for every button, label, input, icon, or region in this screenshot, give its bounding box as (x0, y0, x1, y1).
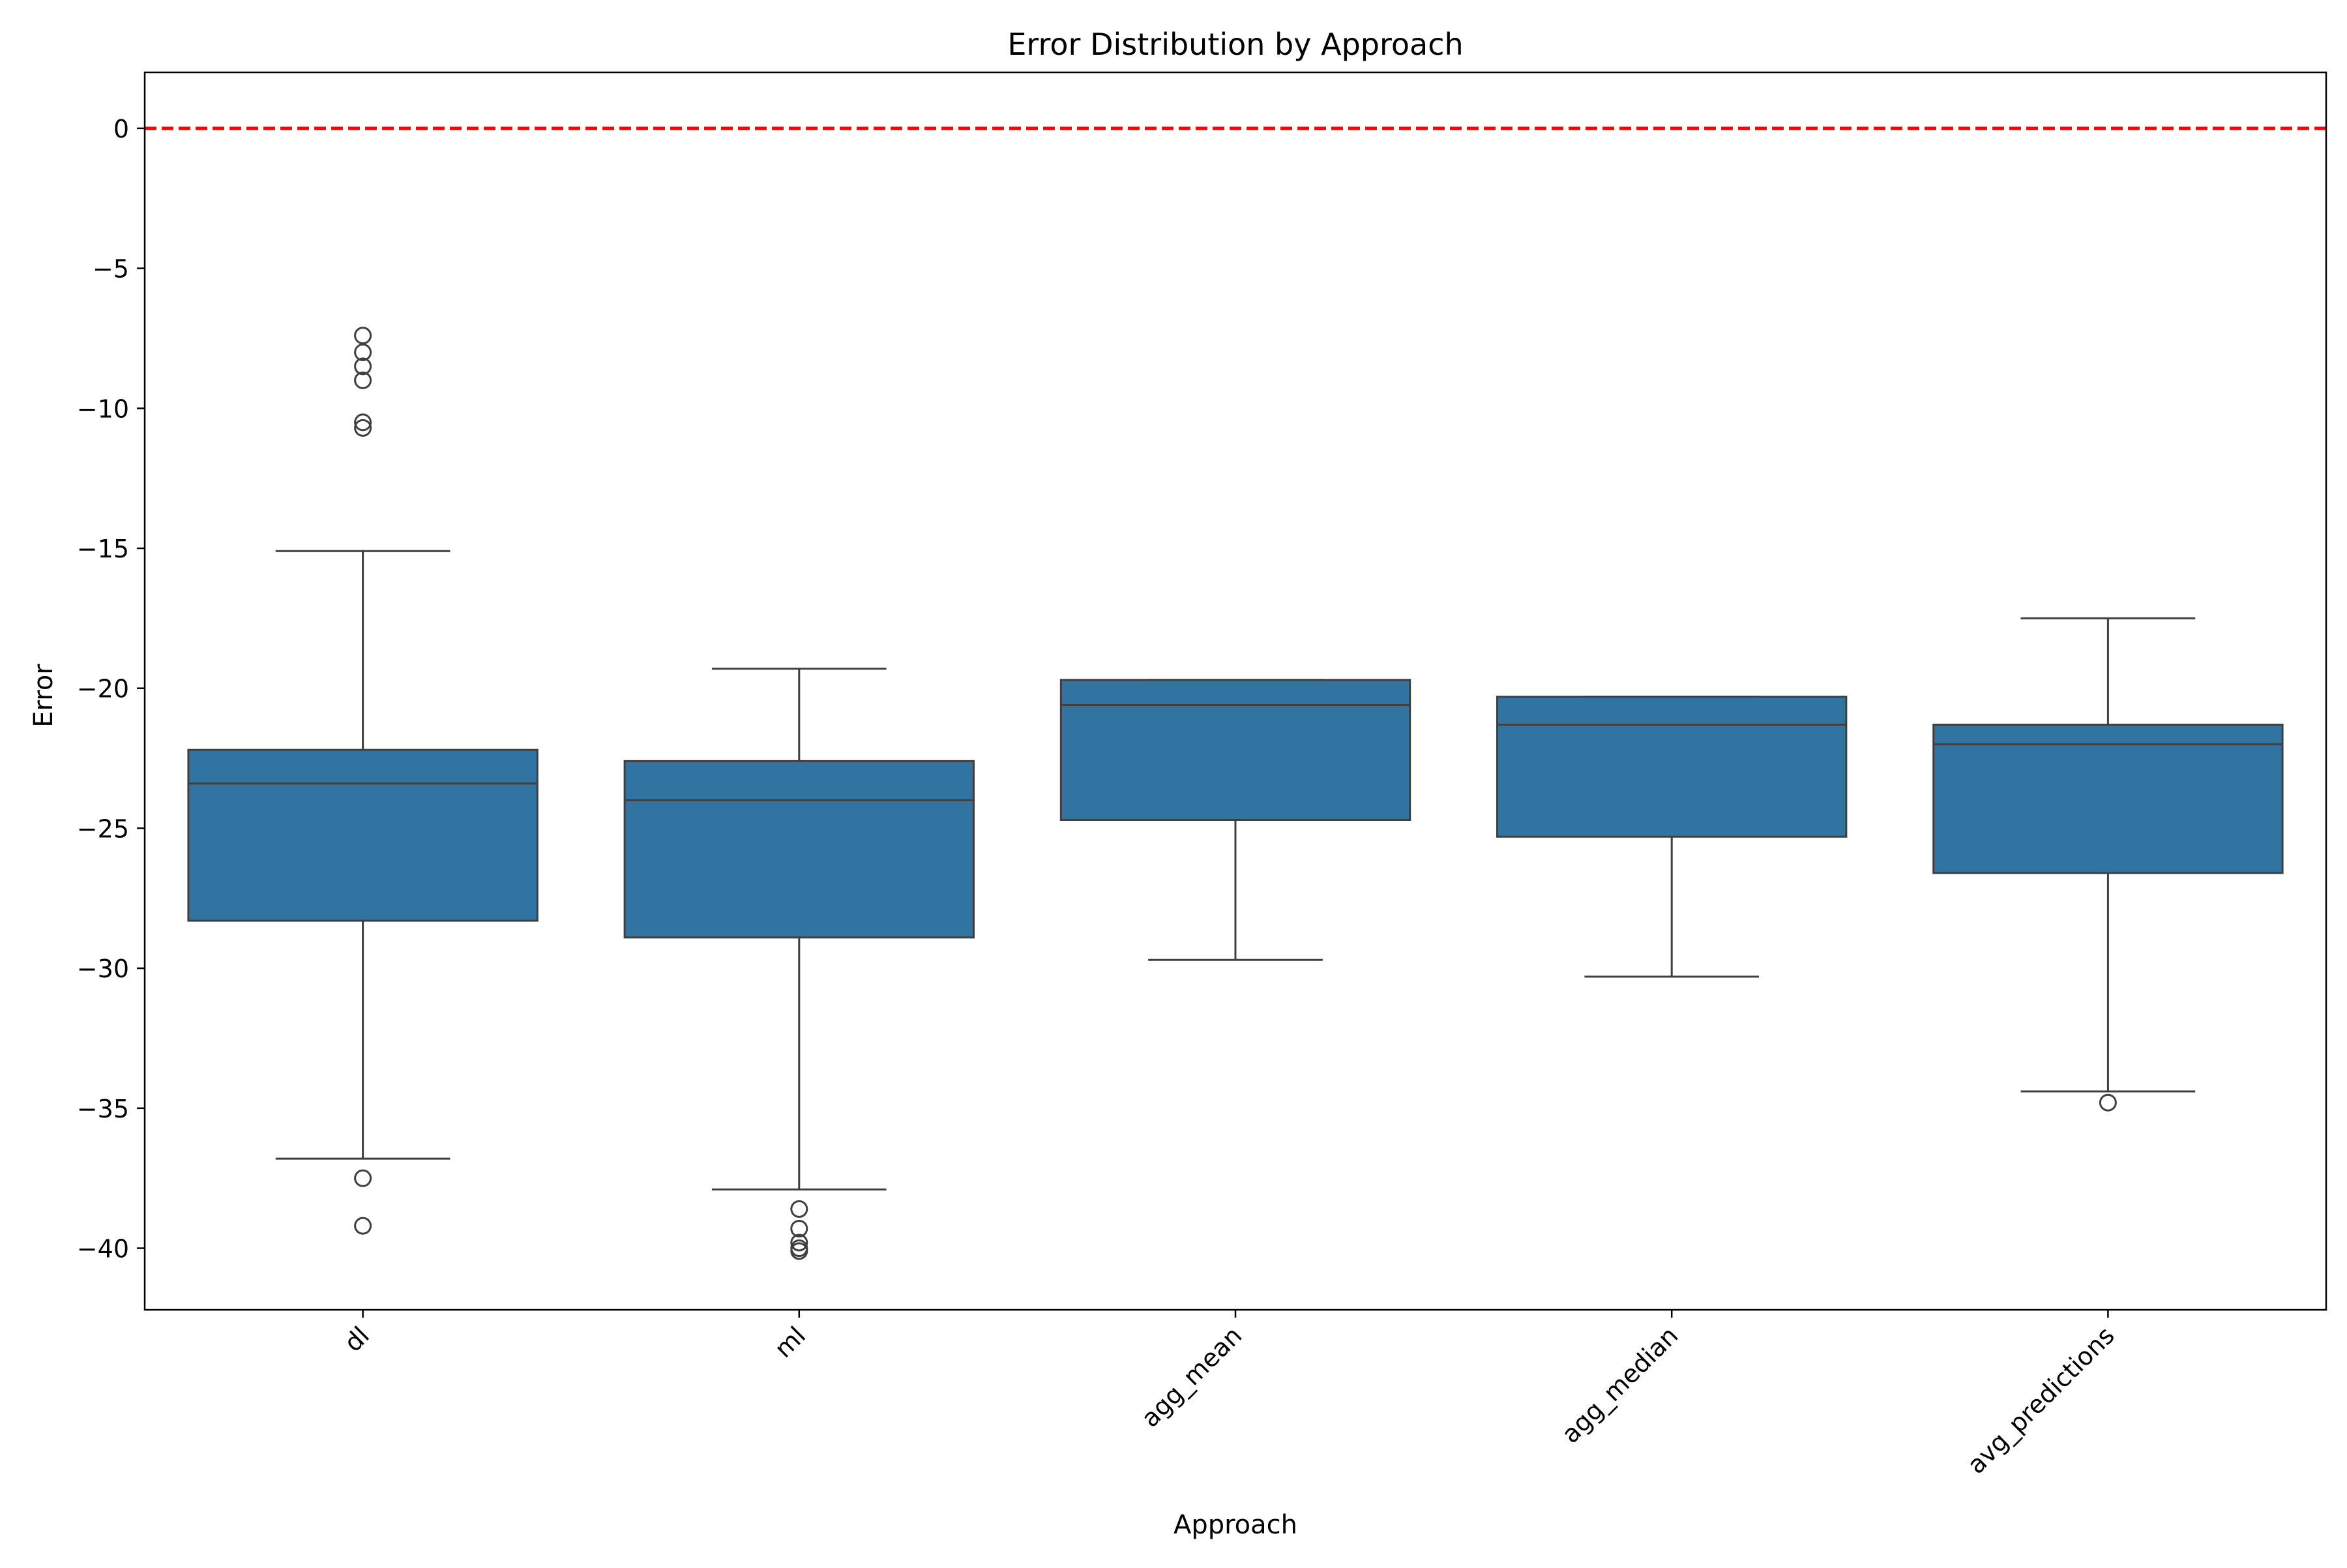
box-dl (187, 748, 539, 922)
outlier-point (354, 371, 372, 389)
outlier-point (354, 413, 372, 432)
plot-frame (143, 71, 2327, 1311)
outlier-point (790, 1200, 808, 1218)
y-tick-label: −35 (77, 1095, 129, 1123)
y-tick-label: 0 (113, 115, 129, 143)
outlier-point (354, 343, 372, 361)
outlier-point (354, 1169, 372, 1187)
outlier-point (790, 1219, 808, 1237)
y-tick-label: −10 (77, 394, 129, 423)
box-agg_mean (1059, 679, 1411, 821)
x-axis-label: Approach (1174, 1510, 1297, 1540)
outlier-point (790, 1242, 808, 1260)
box-avg_predictions (1932, 724, 2284, 874)
outlier-point (354, 357, 372, 376)
outlier-point (354, 1217, 372, 1235)
y-tick-label: −40 (77, 1235, 129, 1264)
outlier-point (790, 1234, 808, 1252)
y-tick-label: −30 (77, 954, 129, 983)
y-tick-label: −25 (77, 814, 129, 843)
y-tick-label: −15 (77, 535, 129, 563)
box-ml (623, 760, 975, 939)
outlier-point (2099, 1093, 2117, 1112)
box-agg_median (1496, 696, 1848, 838)
y-axis-label: Error (29, 664, 59, 728)
outlier-point (354, 419, 372, 437)
outlier-point (354, 327, 372, 345)
chart-title: Error Distribution by Approach (1007, 27, 1463, 62)
y-tick-label: −20 (77, 675, 129, 703)
y-tick-label: −5 (93, 255, 129, 284)
